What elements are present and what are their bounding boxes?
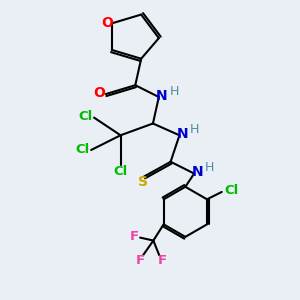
Text: O: O [93, 85, 105, 100]
Text: F: F [136, 254, 145, 267]
Text: H: H [190, 123, 200, 136]
Text: Cl: Cl [224, 184, 238, 197]
Text: F: F [130, 230, 139, 243]
Text: H: H [169, 85, 179, 98]
Text: Cl: Cl [76, 143, 90, 157]
Text: Cl: Cl [79, 110, 93, 123]
Text: N: N [191, 165, 203, 179]
Text: N: N [177, 127, 188, 141]
Text: O: O [101, 16, 113, 30]
Text: H: H [205, 161, 214, 174]
Text: F: F [158, 254, 167, 267]
Text: Cl: Cl [113, 165, 128, 178]
Text: S: S [138, 175, 148, 189]
Text: N: N [156, 88, 168, 103]
